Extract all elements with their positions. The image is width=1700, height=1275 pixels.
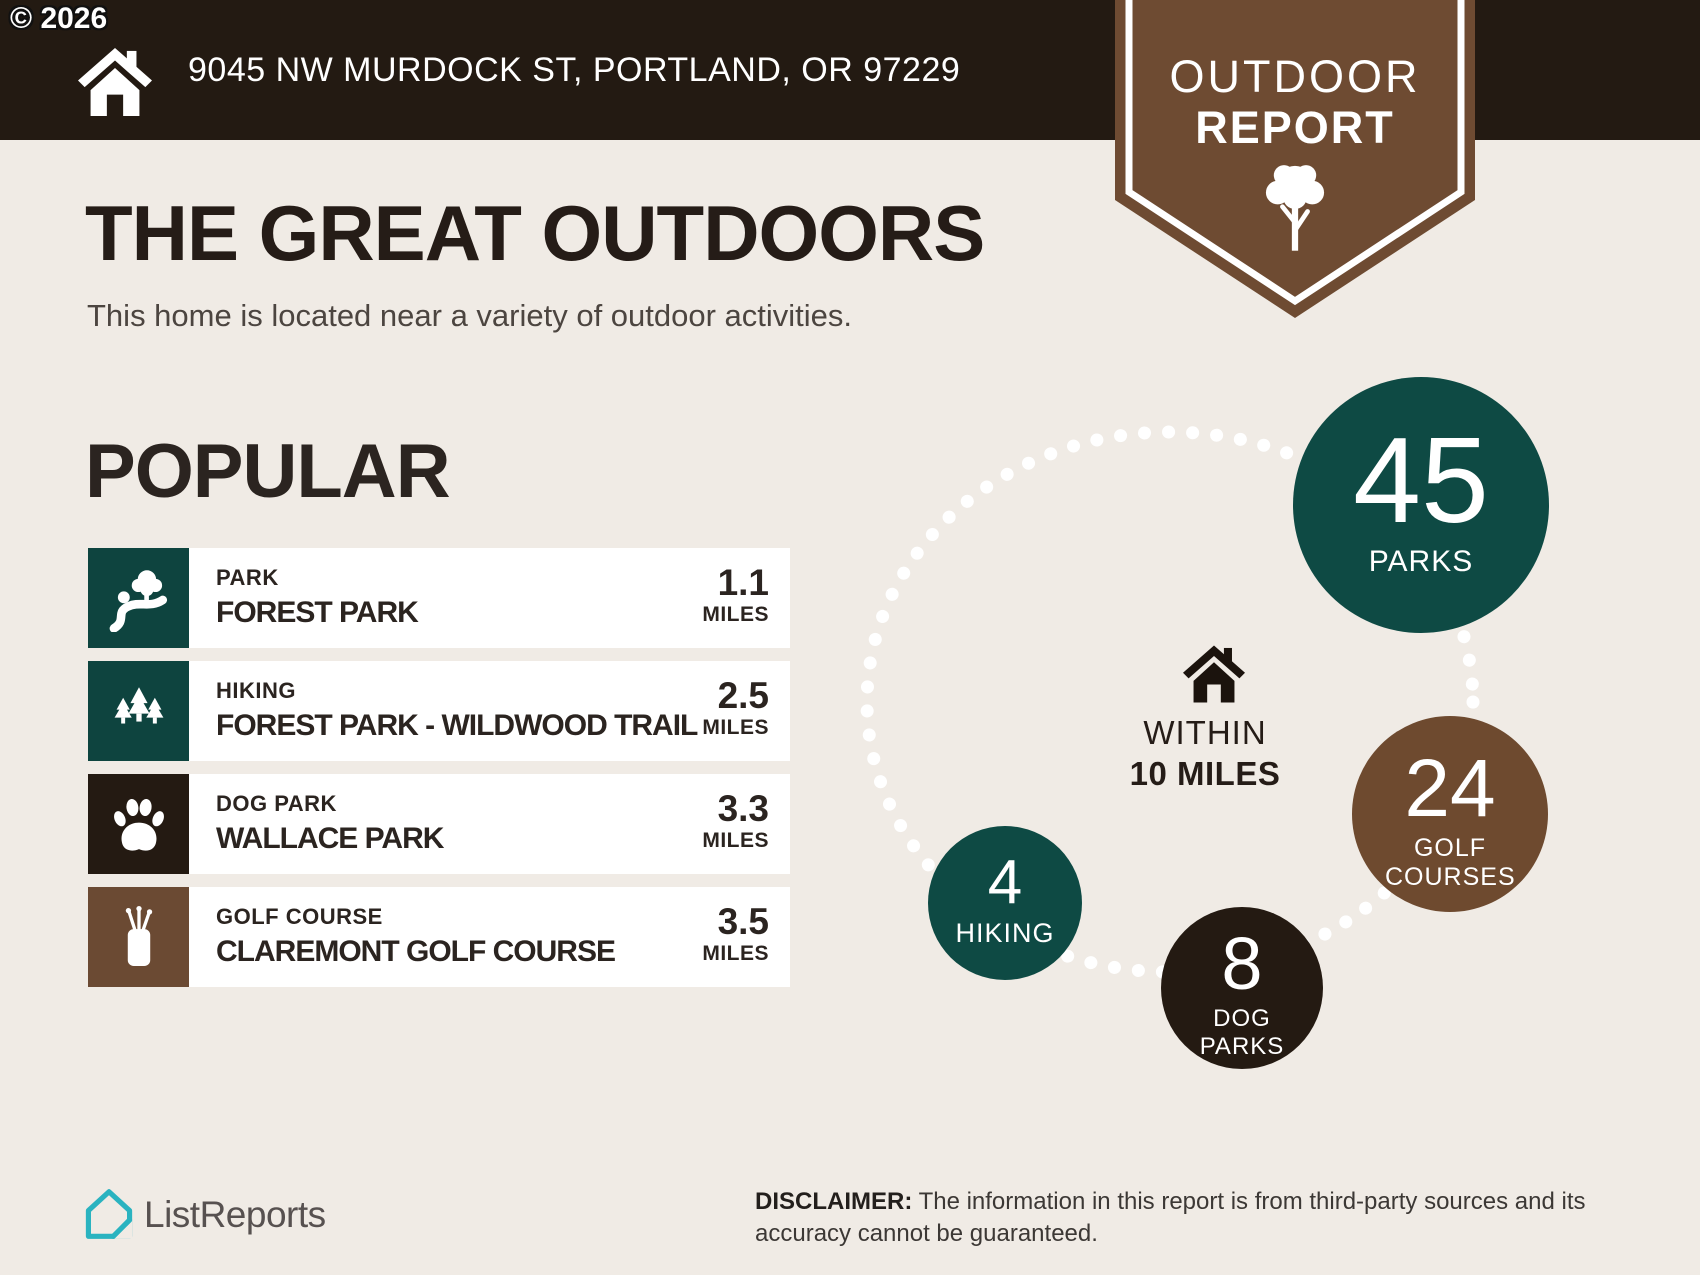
property-address: 9045 NW MURDOCK ST, PORTLAND, OR 97229 <box>188 51 961 89</box>
page-subtitle: This home is located near a variety of o… <box>87 298 853 333</box>
item-name: WALLACE PARK <box>216 822 444 855</box>
badge-title: OUTDOOR REPORT <box>1115 52 1475 154</box>
list-item-park: PARK FOREST PARK 1.1 MILES <box>88 548 790 648</box>
bubble-parks: 45 PARKS <box>1293 377 1549 633</box>
home-icon <box>78 47 152 117</box>
item-distance: 3.3 <box>717 788 769 829</box>
bubble-golf-courses: 24 GOLF COURSES <box>1352 716 1548 912</box>
item-distance-block: 1.1 MILES <box>702 563 769 627</box>
disclaimer-label: DISCLAIMER: <box>755 1188 913 1215</box>
hiking-label: HIKING <box>955 918 1055 948</box>
disclaimer: DISCLAIMER: The information in this repo… <box>755 1186 1675 1250</box>
list-item-golf: GOLF COURSE CLAREMONT GOLF COURSE 3.5 MI… <box>88 887 790 987</box>
item-distance-block: 3.5 MILES <box>702 902 769 966</box>
parks-label: PARKS <box>1368 545 1474 578</box>
dog-parks-label: DOG PARKS <box>1199 1005 1285 1060</box>
bubble-hiking: 4 HIKING <box>928 826 1082 980</box>
tree-icon <box>1265 165 1325 251</box>
popular-list: PARK FOREST PARK 1.1 MILES <box>88 548 790 1000</box>
item-category: HIKING <box>216 678 296 703</box>
page-title: THE GREAT OUTDOORS <box>85 189 985 277</box>
golf-bag-icon <box>88 887 189 987</box>
parks-count: 45 <box>1353 412 1489 548</box>
item-distance: 2.5 <box>717 675 769 716</box>
radius-label: 10 MILES <box>1129 755 1281 792</box>
item-distance-unit: MILES <box>702 716 769 739</box>
listreports-wordmark: ListReports <box>144 1194 326 1235</box>
home-icon <box>1183 645 1245 703</box>
badge-title-line1: OUTDOOR <box>1169 51 1421 102</box>
item-name: CLAREMONT GOLF COURSE <box>216 935 616 968</box>
bubble-dog-parks: 8 DOG PARKS <box>1161 907 1323 1069</box>
list-item-body: PARK FOREST PARK 1.1 MILES <box>189 548 790 648</box>
park-icon <box>88 548 189 648</box>
golf-label: GOLF COURSES <box>1385 834 1516 891</box>
listreports-logo-icon <box>85 1189 133 1239</box>
item-category: GOLF COURSE <box>216 904 383 929</box>
paw-icon <box>88 774 189 874</box>
item-distance-unit: MILES <box>702 603 769 626</box>
item-distance-unit: MILES <box>702 829 769 852</box>
within-label: WITHIN <box>1143 714 1267 751</box>
badge-title-line2: REPORT <box>1195 102 1395 153</box>
golf-count: 24 <box>1404 743 1496 834</box>
item-category: DOG PARK <box>216 791 337 816</box>
disclaimer-text: The information in this report is from t… <box>755 1188 1586 1247</box>
list-item-dog-park: DOG PARK WALLACE PARK 3.3 MILES <box>88 774 790 874</box>
dog-parks-count: 8 <box>1221 922 1263 1005</box>
pine-trees-icon <box>88 661 189 761</box>
item-distance-block: 3.3 MILES <box>702 789 769 853</box>
item-distance: 3.5 <box>717 901 769 942</box>
item-distance: 1.1 <box>717 562 769 603</box>
item-distance-unit: MILES <box>702 942 769 965</box>
item-distance-block: 2.5 MILES <box>702 676 769 740</box>
hiking-count: 4 <box>987 848 1023 917</box>
list-item-hiking: HIKING FOREST PARK - WILDWOOD TRAIL 2.5 … <box>88 661 790 761</box>
popular-heading: POPULAR <box>85 429 451 514</box>
list-item-body: HIKING FOREST PARK - WILDWOOD TRAIL 2.5 … <box>189 661 790 761</box>
list-item-body: GOLF COURSE CLAREMONT GOLF COURSE 3.5 MI… <box>189 887 790 987</box>
item-name: FOREST PARK - WILDWOOD TRAIL <box>216 709 698 742</box>
badge-ribbon-shape <box>1115 0 1475 318</box>
copyright-text: © 2026 <box>10 2 108 35</box>
report-badge: OUTDOOR REPORT <box>1115 0 1475 332</box>
radius-caption: WITHIN 10 MILES <box>1055 714 1355 793</box>
list-item-body: DOG PARK WALLACE PARK 3.3 MILES <box>189 774 790 874</box>
item-name: FOREST PARK <box>216 596 419 629</box>
item-category: PARK <box>216 565 279 590</box>
